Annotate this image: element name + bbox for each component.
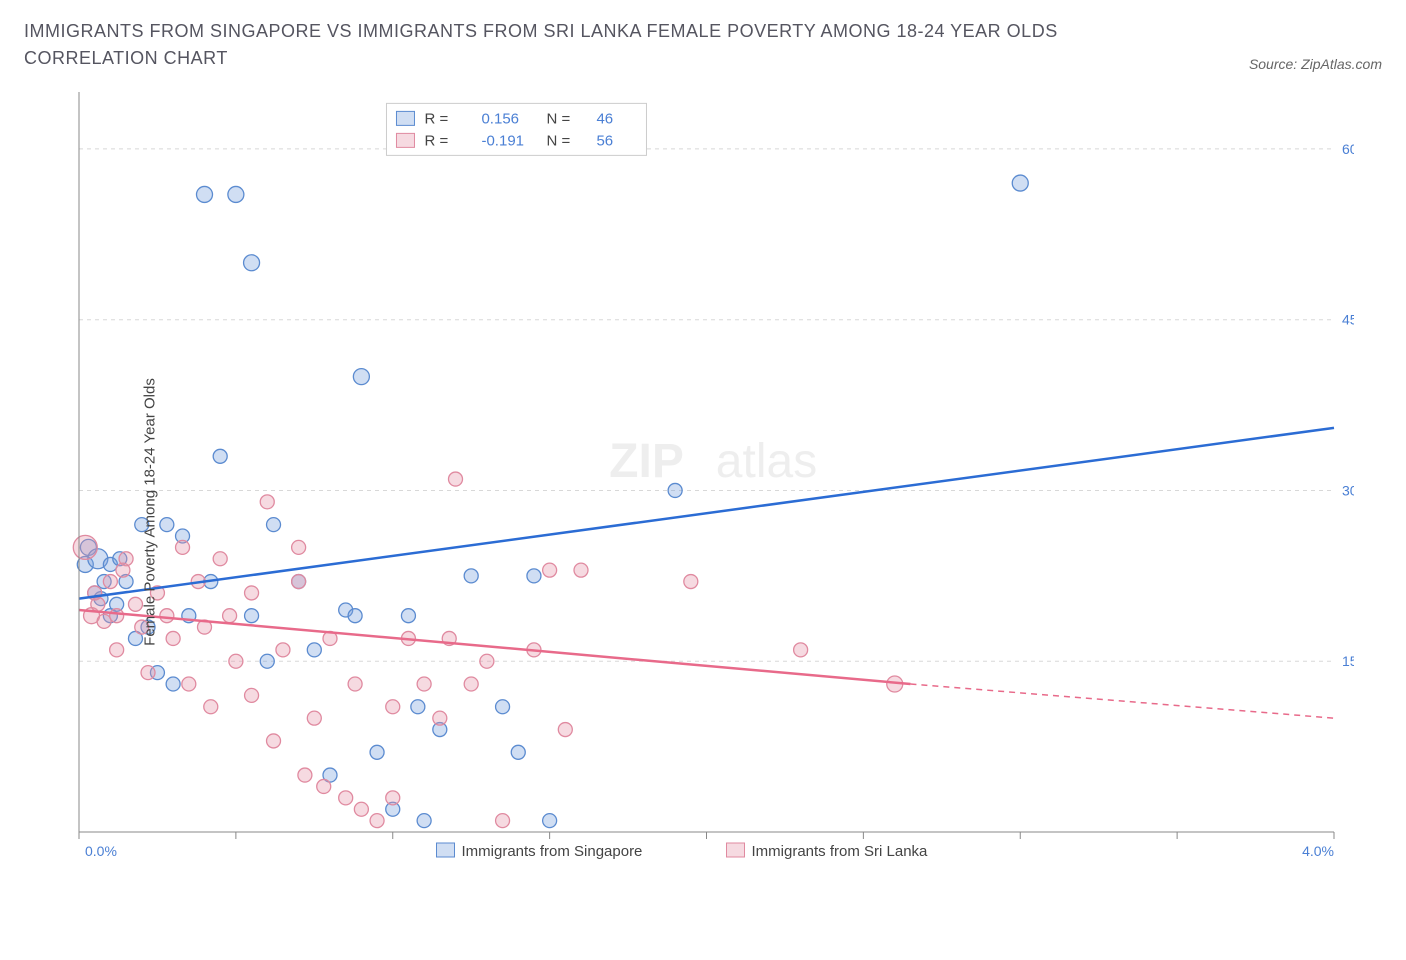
data-point (204, 700, 218, 714)
scatter-chart: 15.0% 30.0% 45.0% 60.0% ZIP atlas 0.0% 4.0% R = 0… (24, 82, 1354, 942)
data-point (386, 791, 400, 805)
legend-swatch (396, 111, 414, 125)
stats-r-label: R = (424, 110, 448, 127)
data-point (244, 255, 260, 271)
stats-r-value: -0.191 (481, 132, 524, 149)
data-point (527, 569, 541, 583)
data-point (141, 666, 155, 680)
data-point (228, 186, 244, 202)
data-point (245, 688, 259, 702)
data-point (411, 700, 425, 714)
data-point (197, 186, 213, 202)
data-point (91, 597, 105, 611)
data-point (292, 540, 306, 554)
y-tick-label: 15.0% (1342, 653, 1354, 669)
data-point (417, 677, 431, 691)
data-point (1012, 175, 1028, 191)
data-point (794, 643, 808, 657)
data-point (182, 677, 196, 691)
data-point (449, 472, 463, 486)
data-point (353, 369, 369, 385)
trend-line-singapore (79, 428, 1334, 599)
legend-swatch (396, 133, 414, 147)
source-label: Source: ZipAtlas.com (1249, 56, 1382, 72)
data-point (267, 734, 281, 748)
data-point (668, 483, 682, 497)
data-point (110, 643, 124, 657)
trend-line-srilanka-extrapolated (910, 684, 1334, 718)
data-point (511, 745, 525, 759)
data-point (110, 609, 124, 623)
data-point (213, 449, 227, 463)
data-point (97, 614, 111, 628)
y-tick-label: 30.0% (1342, 482, 1354, 498)
stats-n-value: 56 (596, 132, 613, 149)
data-point (160, 609, 174, 623)
stats-r-value: 0.156 (481, 110, 519, 127)
data-point (176, 540, 190, 554)
data-point (354, 802, 368, 816)
data-point (307, 711, 321, 725)
data-point (543, 814, 557, 828)
data-point (684, 575, 698, 589)
data-point (339, 791, 353, 805)
data-point (496, 700, 510, 714)
legend-label: Immigrants from Singapore (462, 843, 643, 860)
data-point (496, 814, 510, 828)
data-point (223, 609, 237, 623)
data-point (116, 563, 130, 577)
data-point (73, 535, 97, 559)
y-tick-label: 60.0% (1342, 141, 1354, 157)
chart-title: IMMIGRANTS FROM SINGAPORE VS IMMIGRANTS … (24, 18, 1124, 72)
watermark: ZIP (609, 435, 684, 488)
data-point (245, 609, 259, 623)
trend-line-srilanka (79, 610, 910, 684)
data-point (370, 745, 384, 759)
legend-label: Immigrants from Sri Lanka (752, 843, 929, 860)
data-point (292, 575, 306, 589)
data-point (348, 677, 362, 691)
data-point (317, 779, 331, 793)
data-point (160, 518, 174, 532)
data-point (401, 609, 415, 623)
data-point (464, 677, 478, 691)
data-point (370, 814, 384, 828)
legend-swatch (727, 843, 745, 857)
data-point (166, 677, 180, 691)
data-point (543, 563, 557, 577)
data-point (574, 563, 588, 577)
y-axis-label: Female Poverty Among 18-24 Year Olds (141, 378, 158, 646)
stats-n-label: N = (546, 110, 570, 127)
data-point (260, 495, 274, 509)
data-point (166, 631, 180, 645)
data-point (245, 586, 259, 600)
data-point (307, 643, 321, 657)
data-point (229, 654, 243, 668)
data-point (267, 518, 281, 532)
data-point (558, 723, 572, 737)
y-tick-label: 45.0% (1342, 312, 1354, 328)
data-point (348, 609, 362, 623)
data-point (298, 768, 312, 782)
data-point (417, 814, 431, 828)
stats-n-value: 46 (596, 110, 613, 127)
data-point (213, 552, 227, 566)
stats-r-label: R = (424, 132, 448, 149)
data-point (386, 700, 400, 714)
legend-swatch (437, 843, 455, 857)
data-point (276, 643, 290, 657)
x-tick-label: 4.0% (1302, 843, 1334, 859)
data-point (480, 654, 494, 668)
stats-n-label: N = (546, 132, 570, 149)
data-point (433, 711, 447, 725)
data-point (464, 569, 478, 583)
data-point (103, 575, 117, 589)
watermark: atlas (716, 435, 817, 488)
x-tick-label: 0.0% (85, 843, 117, 859)
data-point (260, 654, 274, 668)
